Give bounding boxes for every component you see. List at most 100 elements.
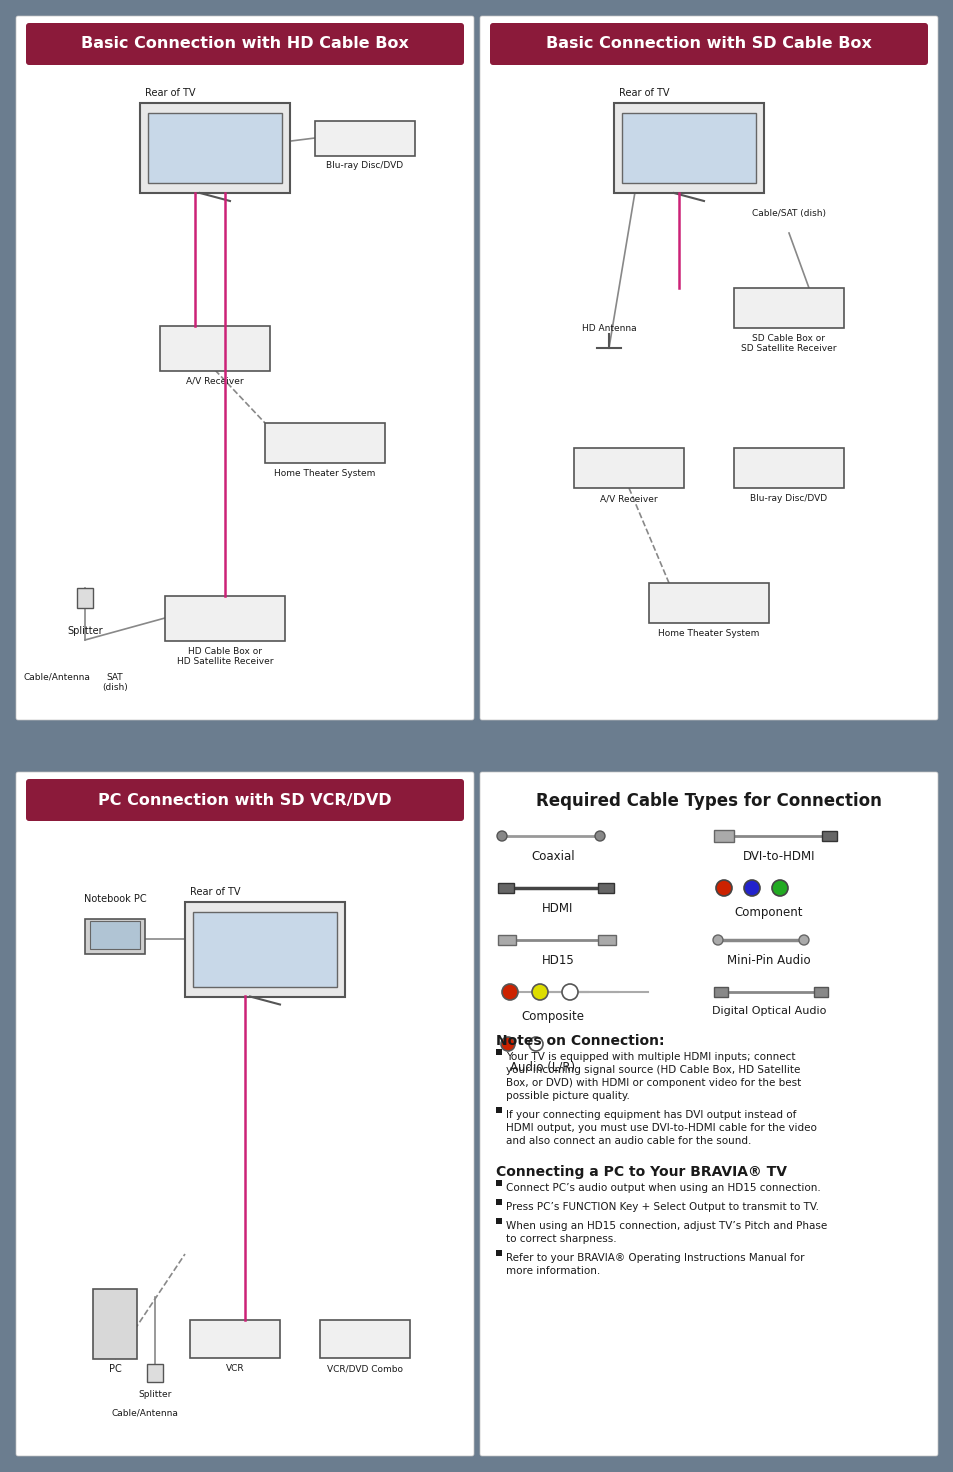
Bar <box>265 422 385 464</box>
Bar <box>648 583 768 623</box>
Text: Component: Component <box>734 905 802 919</box>
Bar <box>92 1289 137 1359</box>
Bar <box>496 1107 501 1113</box>
Bar <box>821 832 836 841</box>
FancyBboxPatch shape <box>26 24 463 65</box>
Bar <box>496 1217 501 1225</box>
FancyBboxPatch shape <box>479 771 937 1456</box>
Bar <box>77 587 92 608</box>
Text: SAT
(dish): SAT (dish) <box>102 673 128 692</box>
Bar <box>496 1050 501 1055</box>
FancyBboxPatch shape <box>16 771 474 1456</box>
Text: to correct sharpness.: to correct sharpness. <box>505 1234 616 1244</box>
Bar <box>90 921 140 949</box>
Text: A/V Receiver: A/V Receiver <box>599 495 658 503</box>
Text: Coaxial: Coaxial <box>531 849 575 863</box>
Circle shape <box>799 935 808 945</box>
Text: your incoming signal source (HD Cable Box, HD Satellite: your incoming signal source (HD Cable Bo… <box>505 1066 800 1075</box>
Text: Composite: Composite <box>521 1010 584 1023</box>
Text: VCR/DVD Combo: VCR/DVD Combo <box>327 1365 402 1373</box>
Text: HD Antenna: HD Antenna <box>581 324 636 333</box>
Text: HD Cable Box or: HD Cable Box or <box>188 646 262 655</box>
Bar <box>140 103 290 193</box>
Bar <box>733 289 843 328</box>
Text: Splitter: Splitter <box>67 626 103 636</box>
Circle shape <box>529 1036 542 1051</box>
Bar <box>496 1200 501 1206</box>
Bar <box>813 988 827 997</box>
Bar <box>319 1320 410 1359</box>
Text: When using an HD15 connection, adjust TV’s Pitch and Phase: When using an HD15 connection, adjust TV… <box>505 1220 826 1231</box>
Bar <box>621 113 755 183</box>
Bar <box>496 1250 501 1256</box>
Text: Cable/SAT (dish): Cable/SAT (dish) <box>751 209 825 218</box>
Text: Refer to your BRAVIA® Operating Instructions Manual for: Refer to your BRAVIA® Operating Instruct… <box>505 1253 803 1263</box>
Text: PC: PC <box>109 1365 121 1373</box>
Text: Mini-Pin Audio: Mini-Pin Audio <box>726 954 810 967</box>
Bar <box>190 1320 280 1359</box>
FancyBboxPatch shape <box>26 779 463 821</box>
Text: Home Theater System: Home Theater System <box>658 629 759 637</box>
Circle shape <box>561 983 578 999</box>
Circle shape <box>771 880 787 896</box>
Circle shape <box>712 935 722 945</box>
Bar <box>165 596 285 640</box>
Text: Your TV is equipped with multiple HDMI inputs; connect: Your TV is equipped with multiple HDMI i… <box>505 1052 795 1061</box>
Text: If your connecting equipment has DVI output instead of: If your connecting equipment has DVI out… <box>505 1110 796 1120</box>
Circle shape <box>500 1036 515 1051</box>
Text: Cable/Antenna: Cable/Antenna <box>24 673 91 682</box>
Circle shape <box>497 832 506 841</box>
Bar <box>160 325 270 371</box>
Text: DVI-to-HDMI: DVI-to-HDMI <box>742 849 815 863</box>
Text: Connecting a PC to Your BRAVIA® TV: Connecting a PC to Your BRAVIA® TV <box>496 1164 786 1179</box>
Bar <box>147 1365 163 1382</box>
Text: possible picture quality.: possible picture quality. <box>505 1091 629 1101</box>
Text: Digital Optical Audio: Digital Optical Audio <box>711 1005 825 1016</box>
Text: Rear of TV: Rear of TV <box>145 88 195 99</box>
Text: Blu-ray Disc/DVD: Blu-ray Disc/DVD <box>750 495 826 503</box>
Bar <box>314 121 415 156</box>
Text: Audio (L/R): Audio (L/R) <box>510 1060 575 1073</box>
Text: Connect PC’s audio output when using an HD15 connection.: Connect PC’s audio output when using an … <box>505 1183 820 1192</box>
Text: Home Theater System: Home Theater System <box>274 470 375 478</box>
Bar <box>496 1181 501 1186</box>
Text: PC Connection with SD VCR/DVD: PC Connection with SD VCR/DVD <box>98 792 392 808</box>
FancyBboxPatch shape <box>16 16 474 720</box>
Circle shape <box>595 832 604 841</box>
Text: VCR: VCR <box>226 1365 244 1373</box>
Text: Rear of TV: Rear of TV <box>618 88 669 99</box>
Bar <box>713 830 733 842</box>
Text: Basic Connection with HD Cable Box: Basic Connection with HD Cable Box <box>81 37 409 52</box>
Bar <box>185 901 345 997</box>
FancyBboxPatch shape <box>490 24 927 65</box>
FancyBboxPatch shape <box>479 16 937 720</box>
Bar <box>85 919 145 954</box>
Bar <box>713 988 727 997</box>
Text: Splitter: Splitter <box>138 1390 172 1398</box>
Text: HD15: HD15 <box>541 954 574 967</box>
Bar <box>733 447 843 489</box>
Text: Press PC’s FUNCTION Key + Select Output to transmit to TV.: Press PC’s FUNCTION Key + Select Output … <box>505 1203 818 1211</box>
Bar <box>497 935 516 945</box>
Text: Notes on Connection:: Notes on Connection: <box>496 1033 664 1048</box>
Text: Rear of TV: Rear of TV <box>190 888 240 896</box>
Bar <box>598 883 614 894</box>
Text: HDMI output, you must use DVI-to-HDMI cable for the video: HDMI output, you must use DVI-to-HDMI ca… <box>505 1123 816 1133</box>
Text: HDMI: HDMI <box>541 902 573 916</box>
Bar <box>497 883 514 894</box>
Bar <box>574 447 683 489</box>
Circle shape <box>501 983 517 999</box>
Text: Box, or DVD) with HDMI or component video for the best: Box, or DVD) with HDMI or component vide… <box>505 1078 801 1088</box>
Text: SD Cable Box or: SD Cable Box or <box>752 334 824 343</box>
Circle shape <box>743 880 760 896</box>
Circle shape <box>532 983 547 999</box>
Text: Basic Connection with SD Cable Box: Basic Connection with SD Cable Box <box>545 37 871 52</box>
Text: more information.: more information. <box>505 1266 599 1276</box>
Text: Cable/Antenna: Cable/Antenna <box>112 1409 178 1418</box>
Bar <box>193 911 336 986</box>
Circle shape <box>716 880 731 896</box>
Text: Required Cable Types for Connection: Required Cable Types for Connection <box>536 792 881 810</box>
Text: Blu-ray Disc/DVD: Blu-ray Disc/DVD <box>326 162 403 171</box>
Bar <box>614 103 763 193</box>
Text: and also connect an audio cable for the sound.: and also connect an audio cable for the … <box>505 1136 751 1147</box>
